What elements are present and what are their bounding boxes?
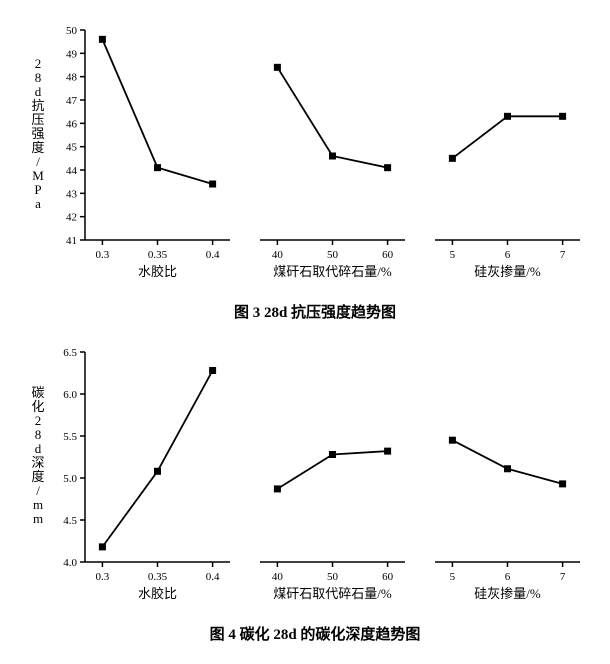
svg-text:49: 49 <box>66 48 78 60</box>
svg-text:6.5: 6.5 <box>63 347 77 359</box>
svg-text:50: 50 <box>327 249 339 261</box>
svg-text:7: 7 <box>560 571 566 583</box>
svg-text:0.35: 0.35 <box>148 571 168 583</box>
svg-text:50: 50 <box>327 571 339 583</box>
svg-text:2: 2 <box>35 413 42 428</box>
svg-text:50: 50 <box>66 25 78 37</box>
svg-text:8: 8 <box>35 427 42 442</box>
svg-text:0.35: 0.35 <box>148 249 168 261</box>
svg-text:60: 60 <box>382 571 394 583</box>
svg-text:0.4: 0.4 <box>206 571 220 583</box>
svg-text:煤矸石取代碎石量/%: 煤矸石取代碎石量/% <box>273 264 392 279</box>
svg-text:0.4: 0.4 <box>206 249 220 261</box>
svg-text:2: 2 <box>35 56 42 71</box>
svg-text:压: 压 <box>31 112 44 127</box>
svg-text:硅灰掺量/%: 硅灰掺量/% <box>474 264 541 279</box>
svg-text:抗: 抗 <box>31 98 44 113</box>
svg-text:P: P <box>34 182 41 197</box>
svg-text:7: 7 <box>560 249 566 261</box>
svg-text:强: 强 <box>31 126 44 141</box>
svg-text:5.5: 5.5 <box>63 431 77 443</box>
svg-text:硅灰掺量/%: 硅灰掺量/% <box>474 586 541 601</box>
chart-4-svg: 4.04.55.05.56.06.5碳化28d深度/mm0.30.350.4水胶… <box>10 332 600 612</box>
svg-text:48: 48 <box>66 72 78 84</box>
svg-text:42: 42 <box>66 212 77 224</box>
svg-text:/: / <box>36 483 40 498</box>
svg-text:水胶比: 水胶比 <box>138 264 177 279</box>
svg-text:a: a <box>35 196 41 211</box>
svg-text:m: m <box>33 511 43 526</box>
svg-text:深: 深 <box>31 455 44 470</box>
svg-text:40: 40 <box>272 571 284 583</box>
svg-text:m: m <box>33 497 43 512</box>
svg-text:4.5: 4.5 <box>63 515 77 527</box>
svg-text:d: d <box>35 441 42 456</box>
svg-text:8: 8 <box>35 70 42 85</box>
svg-text:M: M <box>32 168 44 183</box>
svg-text:/: / <box>36 154 40 169</box>
svg-text:5: 5 <box>450 571 456 583</box>
svg-text:47: 47 <box>66 95 78 107</box>
svg-text:度: 度 <box>31 469 44 484</box>
svg-text:60: 60 <box>382 249 394 261</box>
chart-4-caption: 图 4 碳化 28d 的碳化深度趋势图 <box>10 623 610 644</box>
svg-text:化: 化 <box>31 399 44 414</box>
chart-3-block: 41 42 43 44 45 46 47 48 49 50 28d抗压强度/MPa 0.3 0.35 0.… <box>10 10 610 322</box>
svg-text:6: 6 <box>505 571 511 583</box>
svg-text:4.0: 4.0 <box>63 557 77 569</box>
svg-text:5: 5 <box>450 249 456 261</box>
chart-4-block: 4.04.55.05.56.06.5碳化28d深度/mm0.30.350.4水胶… <box>10 332 610 644</box>
svg-text:0.3: 0.3 <box>96 249 110 261</box>
chart-3-svg: 41 42 43 44 45 46 47 48 49 50 28d抗压强度/MPa 0.3 0.35 0.… <box>10 10 600 290</box>
svg-text:6.0: 6.0 <box>63 389 77 401</box>
chart-3-caption: 图 3 28d 抗压强度趋势图 <box>10 301 610 322</box>
svg-text:6: 6 <box>505 249 511 261</box>
svg-text:0.3: 0.3 <box>96 571 110 583</box>
svg-text:碳: 碳 <box>31 385 44 400</box>
svg-text:度: 度 <box>31 140 44 155</box>
svg-text:40: 40 <box>272 249 284 261</box>
svg-text:46: 46 <box>66 118 78 130</box>
svg-text:41: 41 <box>66 235 77 247</box>
svg-text:5.0: 5.0 <box>63 473 77 485</box>
svg-text:d: d <box>35 84 42 99</box>
svg-text:44: 44 <box>66 165 78 177</box>
svg-text:45: 45 <box>66 142 78 154</box>
svg-text:水胶比: 水胶比 <box>138 586 177 601</box>
svg-text:43: 43 <box>66 188 78 200</box>
svg-text:煤矸石取代碎石量/%: 煤矸石取代碎石量/% <box>273 586 392 601</box>
